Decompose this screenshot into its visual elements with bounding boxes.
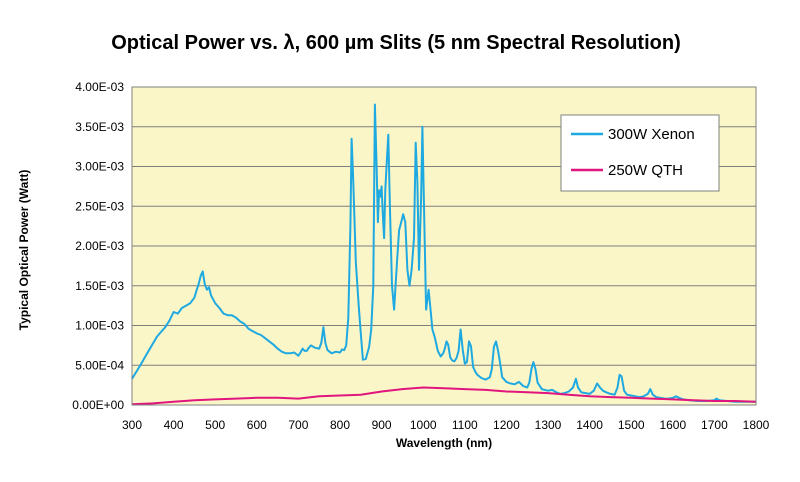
plot-border (131, 86, 757, 406)
y-tick-label: 3.50E-03 (75, 120, 124, 134)
x-tick-label: 900 (372, 418, 392, 432)
x-tick-label: 400 (164, 418, 184, 432)
x-tick-label: 600 (247, 418, 267, 432)
legend-label: 250W QTH (608, 162, 683, 179)
y-tick-label: 2.00E-03 (75, 239, 124, 253)
x-tick-label: 1600 (659, 418, 686, 432)
series-layer (131, 103, 757, 406)
y-tick-label: 5.00E-04 (75, 358, 124, 372)
legend-box (560, 114, 720, 192)
x-tick-label: 1800 (743, 418, 770, 432)
x-axis-label: Wavelength (nm) (396, 436, 492, 450)
series-line-xenon (131, 103, 756, 403)
y-tick-label: 2.50E-03 (75, 199, 124, 213)
chart-title: Optical Power vs. λ, 600 µm Slits (5 nm … (111, 32, 680, 54)
legend-label: 300W Xenon (608, 126, 695, 143)
x-tick-label: 1000 (410, 418, 437, 432)
y-tick-label: 4.00E-03 (75, 80, 124, 94)
y-tick-label: 1.50E-03 (75, 279, 124, 293)
y-tick-label: 3.00E-03 (75, 160, 124, 174)
legend: 300W Xenon 250W QTH (560, 114, 720, 192)
x-axis-ticks: 300 400 500 600 700 800 900 1000 1100 1200 1300 140… (122, 418, 770, 432)
x-tick-label: 300 (122, 418, 142, 432)
x-tick-label: 1500 (618, 418, 645, 432)
y-tick-label: 0.00E+00 (72, 398, 124, 412)
x-tick-label: 1700 (701, 418, 728, 432)
series-line-qth (131, 386, 757, 406)
x-tick-label: 700 (288, 418, 308, 432)
x-tick-label: 1100 (452, 418, 478, 432)
x-tick-label: 800 (330, 418, 350, 432)
y-axis-label: Typical Optical Power (Watt) (17, 170, 31, 331)
y-tick-label: 1.00E-03 (75, 319, 124, 333)
x-tick-label: 1300 (535, 418, 562, 432)
x-tick-label: 1200 (493, 418, 520, 432)
x-tick-label: 1400 (576, 418, 603, 432)
x-tick-label: 500 (205, 418, 225, 432)
y-axis-ticks: 0.00E+00 5.00E-04 1.00E-03 1.50E-03 2.00E-03… (72, 80, 124, 412)
